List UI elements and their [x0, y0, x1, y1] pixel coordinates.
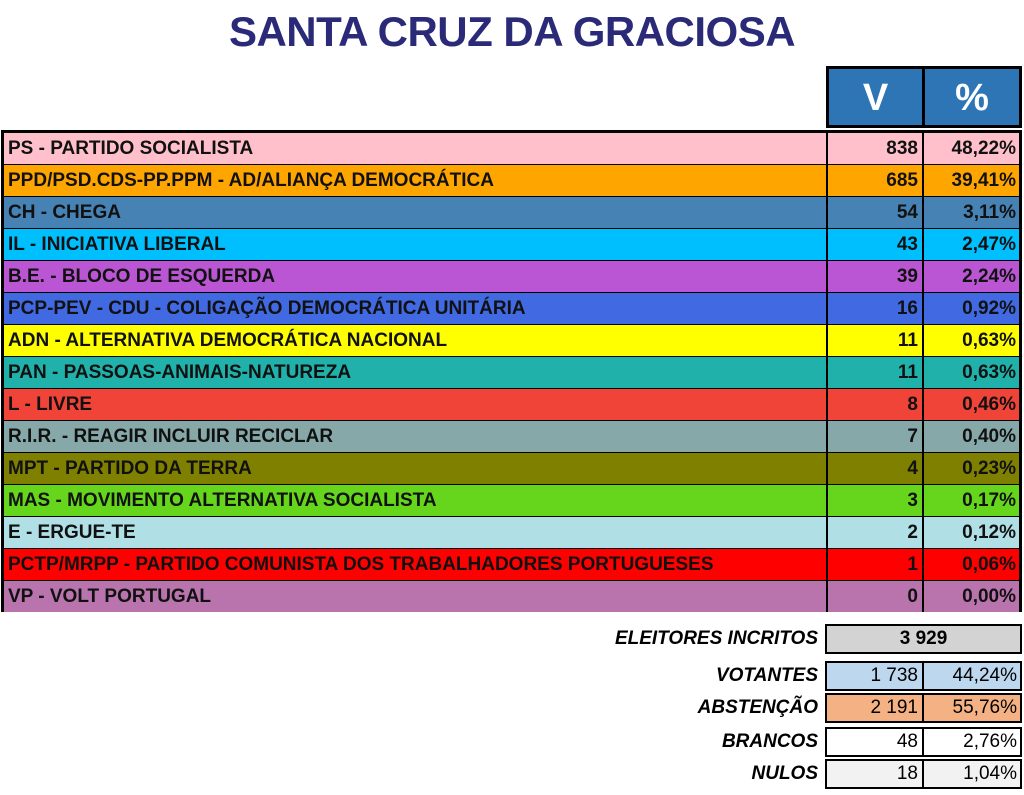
electors-label: ELEITORES INCRITOS: [614, 628, 818, 649]
party-name: PPD/PSD.CDS-PP.PPM - AD/ALIANÇA DEMOCRÁT…: [4, 165, 828, 196]
page-title: SANTA CRUZ DA GRACIOSA: [228, 8, 796, 55]
party-percent: 39,41%: [924, 165, 1019, 196]
party-row: MAS - MOVIMENTO ALTERNATIVA SOCIALISTA 3 0…: [4, 485, 1019, 516]
party-row: R.I.R. - REAGIR INCLUIR RECICLAR 7 0,40%: [4, 421, 1019, 452]
party-row: PCTP/MRPP - PARTIDO COMUNISTA DOS TRABAL…: [4, 549, 1019, 580]
party-name: E - ERGUE-TE: [4, 517, 828, 548]
party-percent: 0,92%: [924, 293, 1019, 324]
party-name: PAN - PASSOAS-ANIMAIS-NATUREZA: [4, 357, 828, 388]
abstention-box: 2 191 55,76%: [825, 693, 1022, 723]
blank-value: 48: [827, 729, 924, 755]
votes-column-header: V: [826, 66, 925, 128]
party-name: ADN - ALTERNATIVA DEMOCRÁTICA NACIONAL: [4, 325, 828, 356]
party-votes: 1: [828, 549, 924, 580]
party-votes: 7: [828, 421, 924, 452]
electors-value: 3 929: [899, 628, 948, 649]
party-name: PCP-PEV - CDU - COLIGAÇÃO DEMOCRÁTICA UN…: [4, 293, 828, 324]
blank-label: BRANCOS: [721, 731, 818, 752]
percent-column-header: %: [922, 66, 1022, 128]
party-percent: 2,47%: [924, 229, 1019, 260]
party-row: PAN - PASSOAS-ANIMAIS-NATUREZA 11 0,63%: [4, 357, 1019, 388]
electors-box: 3 929: [825, 624, 1022, 654]
party-votes: 11: [828, 325, 924, 356]
party-name: B.E. - BLOCO DE ESQUERDA: [4, 261, 828, 292]
abstention-value: 2 191: [827, 695, 924, 721]
party-percent: 0,17%: [924, 485, 1019, 516]
party-votes: 43: [828, 229, 924, 260]
voters-label: VOTANTES: [715, 665, 818, 686]
party-row: MPT - PARTIDO DA TERRA 4 0,23%: [4, 453, 1019, 484]
party-name: MAS - MOVIMENTO ALTERNATIVA SOCIALISTA: [4, 485, 828, 516]
voters-percent: 44,24%: [952, 665, 1017, 686]
null-value: 18: [827, 761, 924, 787]
voters-value: 1 738: [827, 663, 924, 689]
party-row: E - ERGUE-TE 2 0,12%: [4, 517, 1019, 548]
party-row: B.E. - BLOCO DE ESQUERDA 39 2,24%: [4, 261, 1019, 292]
abstention-percent: 55,76%: [952, 697, 1017, 718]
party-votes: 2: [828, 517, 924, 548]
party-row: PPD/PSD.CDS-PP.PPM - AD/ALIANÇA DEMOCRÁT…: [4, 165, 1019, 196]
party-votes: 11: [828, 357, 924, 388]
party-row: L - LIVRE 8 0,46%: [4, 389, 1019, 420]
null-percent: 1,04%: [963, 763, 1017, 784]
party-row: PS - PARTIDO SOCIALISTA 838 48,22%: [4, 133, 1019, 164]
party-votes: 16: [828, 293, 924, 324]
abstention-label: ABSTENÇÃO: [697, 697, 818, 718]
party-name: PCTP/MRPP - PARTIDO COMUNISTA DOS TRABAL…: [4, 549, 828, 580]
null-label: NULOS: [751, 763, 819, 784]
party-votes: 838: [828, 133, 924, 164]
party-percent: 0,00%: [924, 581, 1019, 612]
party-name: CH - CHEGA: [4, 197, 828, 228]
results-table: PS - PARTIDO SOCIALISTA 838 48,22% PPD/PSD.…: [1, 130, 1022, 612]
party-votes: 54: [828, 197, 924, 228]
party-percent: 3,11%: [924, 197, 1019, 228]
party-percent: 0,63%: [924, 325, 1019, 356]
party-name: MPT - PARTIDO DA TERRA: [4, 453, 828, 484]
party-percent: 0,12%: [924, 517, 1019, 548]
party-row: VP - VOLT PORTUGAL 0 0,00%: [4, 581, 1019, 612]
null-box: 18 1,04%: [825, 759, 1022, 789]
party-percent: 48,22%: [924, 133, 1019, 164]
party-percent: 0,63%: [924, 357, 1019, 388]
party-row: ADN - ALTERNATIVA DEMOCRÁTICA NACIONAL 11…: [4, 325, 1019, 356]
blank-percent: 2,76%: [963, 731, 1017, 752]
party-row: PCP-PEV - CDU - COLIGAÇÃO DEMOCRÁTICA UN…: [4, 293, 1019, 324]
party-name: IL - INICIATIVA LIBERAL: [4, 229, 828, 260]
party-percent: 2,24%: [924, 261, 1019, 292]
party-name: L - LIVRE: [4, 389, 828, 420]
blank-box: 48 2,76%: [825, 727, 1022, 757]
party-name: VP - VOLT PORTUGAL: [4, 581, 828, 612]
party-votes: 8: [828, 389, 924, 420]
party-row: IL - INICIATIVA LIBERAL 43 2,47%: [4, 229, 1019, 260]
party-percent: 0,46%: [924, 389, 1019, 420]
party-name: R.I.R. - REAGIR INCLUIR RECICLAR: [4, 421, 828, 452]
party-votes: 39: [828, 261, 924, 292]
party-percent: 0,40%: [924, 421, 1019, 452]
party-votes: 685: [828, 165, 924, 196]
party-votes: 3: [828, 485, 924, 516]
voters-box: 1 738 44,24%: [825, 661, 1022, 691]
party-votes: 0: [828, 581, 924, 612]
party-name: PS - PARTIDO SOCIALISTA: [4, 133, 828, 164]
party-percent: 0,23%: [924, 453, 1019, 484]
party-percent: 0,06%: [924, 549, 1019, 580]
party-votes: 4: [828, 453, 924, 484]
party-row: CH - CHEGA 54 3,11%: [4, 197, 1019, 228]
